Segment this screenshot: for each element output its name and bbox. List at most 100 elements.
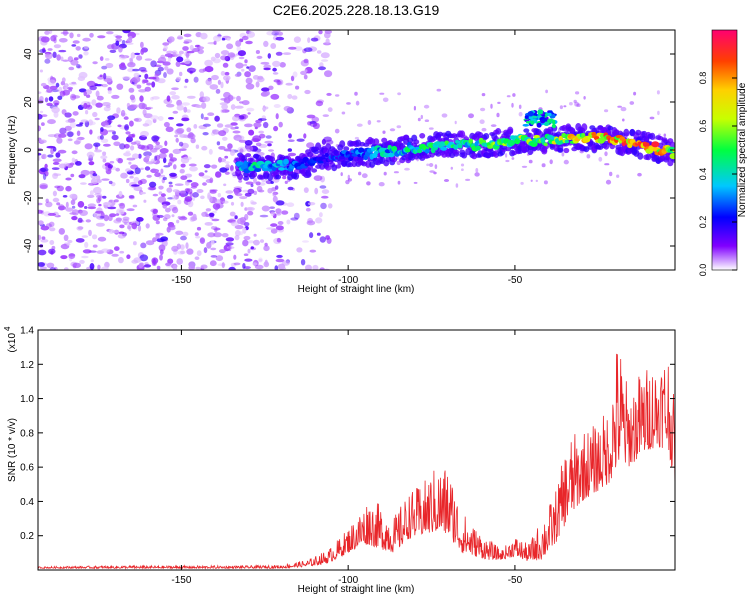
noise-cell [172,206,179,214]
noise-cell [247,112,251,115]
noise-cell [208,148,213,155]
noise-cell [633,91,637,96]
noise-cell [205,213,210,217]
noise-cell [125,168,132,173]
noise-cell [172,264,178,270]
noise-cell [195,104,203,108]
noise-cell [126,136,133,143]
noise-cell [326,237,332,244]
noise-cell [324,30,332,34]
noise-cell [181,215,186,219]
noise-cell [287,139,295,142]
noise-cell [276,254,283,258]
noise-cell [92,111,98,118]
noise-cell [201,102,207,109]
noise-cell [87,206,97,210]
colorbar-tick-label: 0.4 [698,168,708,181]
secondary-cell [522,123,530,127]
noise-cell [58,205,67,211]
noise-cell [100,155,108,160]
trace-cell [543,142,548,147]
noise-cell [190,182,199,188]
noise-cell [506,95,511,98]
noise-cell [233,262,241,266]
noise-cell [136,84,142,89]
noise-cell [209,177,214,184]
noise-cell [275,200,285,206]
noise-cell [186,95,196,99]
noise-cell [143,199,147,203]
noise-cell [355,100,360,106]
noise-cell [176,258,183,265]
noise-cell [429,170,435,173]
noise-cell [244,71,252,78]
colorbar: 0.0 0.2 0.4 0.6 0.8 Normalized spectral ampl… [698,29,748,276]
noise-cell [215,255,224,262]
noise-cell [116,107,121,114]
noise-cell [115,167,120,172]
noise-cell [428,163,434,167]
noise-cell [131,222,138,230]
noise-cell [128,195,135,199]
noise-cell [84,206,88,209]
noise-cell [119,224,125,229]
noise-cell [69,121,77,128]
noise-cell [379,92,385,95]
noise-cell [169,91,177,96]
noise-cell [657,110,660,116]
noise-cell [179,168,185,174]
noise-cell [48,248,56,255]
noise-cell [382,97,389,103]
noise-cell [234,215,238,220]
noise-cell [76,137,82,145]
noise-cell [146,144,154,150]
noise-cell [518,111,523,117]
x-tick-label: -50 [508,575,523,586]
noise-cell [139,95,144,102]
noise-cell [60,31,70,35]
noise-cell [272,195,278,203]
noise-cell [309,249,317,253]
noise-cell [58,228,65,235]
noise-cell [102,158,107,163]
noise-cell [76,130,81,137]
noise-cell [154,73,159,77]
colorbar-tick-label: 0.8 [698,72,708,85]
noise-cell [303,74,308,80]
noise-cell [167,258,174,264]
noise-cell [158,191,163,195]
noise-cell [89,190,94,196]
noise-cell [136,55,143,61]
noise-cell [125,42,134,45]
noise-cell [171,214,175,218]
noise-cell [73,57,79,61]
noise-cell [202,132,209,136]
noise-cell [129,120,134,127]
noise-cell [118,256,124,264]
noise-cell [188,163,197,167]
noise-cell [116,83,124,90]
noise-cell [186,67,196,74]
noise-cell [103,72,107,80]
noise-cell [52,197,60,203]
noise-cell [56,185,64,192]
noise-cell [258,189,265,193]
noise-cell [237,50,246,57]
noise-cell [468,113,474,119]
trace-cell [254,168,262,172]
noise-cell [382,130,386,134]
noise-cell [200,264,208,269]
noise-cell [103,214,109,222]
noise-cell [230,149,235,156]
noise-cell [180,163,186,168]
noise-cell [176,243,181,250]
noise-cell [46,88,53,93]
noise-cell [140,191,147,195]
noise-cell [138,67,147,72]
noise-cell [460,163,465,167]
noise-cell [133,118,139,122]
noise-cell [490,124,497,127]
noise-cell [255,81,260,88]
noise-cell [244,59,248,64]
noise-cell [185,242,189,250]
